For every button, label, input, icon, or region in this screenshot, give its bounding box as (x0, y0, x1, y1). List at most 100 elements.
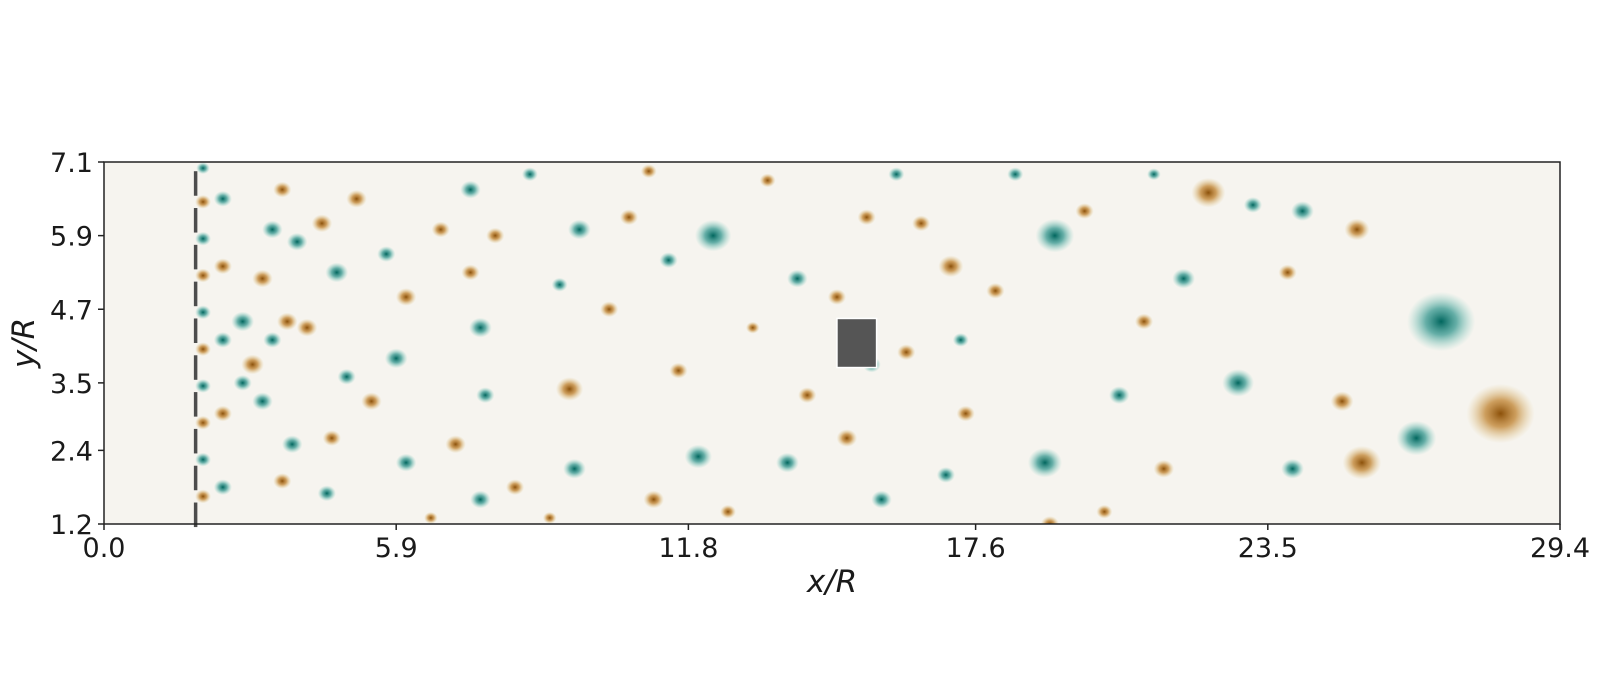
vortex-negative (460, 180, 481, 199)
vortex-positive (213, 405, 232, 422)
vortex-negative (286, 232, 308, 251)
vortex-positive (195, 268, 212, 283)
x-tick-label: 0.0 (83, 533, 126, 564)
vortex-negative (213, 190, 232, 207)
vortex-positive (745, 321, 760, 334)
vortex-negative (1007, 167, 1024, 182)
vortex-negative (384, 348, 408, 369)
vortex-negative (317, 485, 336, 502)
vortex-positive (461, 264, 480, 281)
vortex-positive (600, 301, 619, 318)
vortex-negative (252, 392, 273, 411)
vortex-positive (619, 209, 639, 226)
x-tick-label: 23.5 (1238, 533, 1298, 564)
y-tick-label: 7.1 (50, 148, 93, 179)
x-tick-label: 17.6 (946, 533, 1006, 564)
vortex-negative (1027, 447, 1063, 478)
vortex-positive (827, 289, 847, 305)
vortex-positive (720, 504, 736, 519)
vortex-negative (195, 305, 212, 320)
vortex-positive (1466, 383, 1535, 444)
vortex-positive (897, 344, 916, 361)
vortex-negative (1281, 458, 1304, 479)
vortex-positive (486, 227, 505, 244)
vortex-negative (337, 368, 356, 385)
vortex-positive (195, 415, 212, 430)
vortex-negative (936, 466, 956, 483)
vortex-positive (445, 435, 466, 454)
vortex-field (195, 162, 1535, 524)
vortex-negative (263, 332, 282, 348)
vortex-negative (195, 452, 212, 467)
vortex-negative (377, 246, 396, 262)
vortex-negative (262, 220, 283, 239)
vortex-positive (759, 173, 776, 188)
vortex-negative (213, 332, 232, 348)
vortex-negative (195, 379, 212, 393)
vortex-positive (640, 164, 657, 179)
vortex-negative (1291, 201, 1314, 221)
vortex-negative (563, 458, 586, 479)
vortex-positive (1040, 516, 1060, 524)
vortex-negative (694, 219, 732, 252)
vortex-positive (431, 221, 450, 238)
vortex-positive (195, 489, 212, 504)
vortex-positive (296, 318, 318, 337)
vortex-positive (1153, 459, 1175, 478)
vortex-positive (1134, 313, 1154, 330)
y-axis-ticks: 1.2 2.4 3.5 4.7 5.9 7.1 (50, 148, 104, 541)
vortex-negative (195, 231, 212, 246)
vortex-negative (468, 317, 492, 338)
vortex-positive (555, 377, 584, 401)
vortex-positive (986, 282, 1005, 299)
vortex-negative (659, 252, 678, 269)
vortex-positive (1330, 391, 1354, 412)
vortex-negative (684, 444, 712, 469)
vortex-positive (798, 387, 817, 404)
vortex-positive (276, 312, 298, 331)
vortex-positive (213, 258, 232, 275)
vortex-positive (1344, 218, 1370, 241)
vortex-positive (542, 511, 557, 524)
plot-area (103, 161, 1561, 528)
y-tick-label: 4.7 (50, 295, 93, 326)
vortex-positive (1278, 264, 1297, 281)
vortex-positive (1075, 203, 1094, 220)
vortex-negative (325, 262, 349, 283)
vortex-positive (857, 209, 876, 226)
field-background (104, 162, 1560, 524)
vortex-positive (424, 511, 438, 524)
vortex-positive (195, 194, 212, 209)
x-tick-label: 29.4 (1530, 533, 1590, 564)
vortex-negative (1243, 197, 1263, 213)
plot-frame (103, 161, 1561, 525)
vortex-negative (888, 167, 905, 182)
vortex-negative (1396, 420, 1437, 456)
vortex-positive (273, 473, 292, 489)
vortex-positive (346, 189, 367, 208)
vortex-positive (643, 490, 664, 509)
vortex-positive (669, 362, 688, 379)
square-obstacle (836, 317, 878, 369)
vortex-negative (776, 452, 799, 473)
vortex-negative (787, 269, 808, 288)
vortex-negative (233, 374, 252, 391)
y-axis-label: y/R (6, 318, 42, 369)
vortex-positive (1096, 504, 1113, 519)
x-tick-label: 5.9 (375, 533, 418, 564)
vortex-negative (952, 332, 969, 347)
vortex-negative (281, 435, 303, 454)
vortex-negative (568, 219, 591, 240)
vortex-negative (521, 167, 538, 182)
x-axis-ticks: 0.0 5.9 11.8 17.6 23.5 29.4 (83, 524, 1590, 564)
vortex-negative (1035, 218, 1075, 253)
vortex-negative (1172, 268, 1196, 289)
vortex-positive (1342, 445, 1382, 480)
y-tick-label: 5.9 (50, 222, 93, 253)
vortex-positive (912, 215, 931, 232)
vortex-positive (836, 429, 858, 448)
vortex-positive (395, 288, 417, 306)
vortex-positive (505, 479, 525, 496)
vortex-negative (1406, 291, 1476, 352)
